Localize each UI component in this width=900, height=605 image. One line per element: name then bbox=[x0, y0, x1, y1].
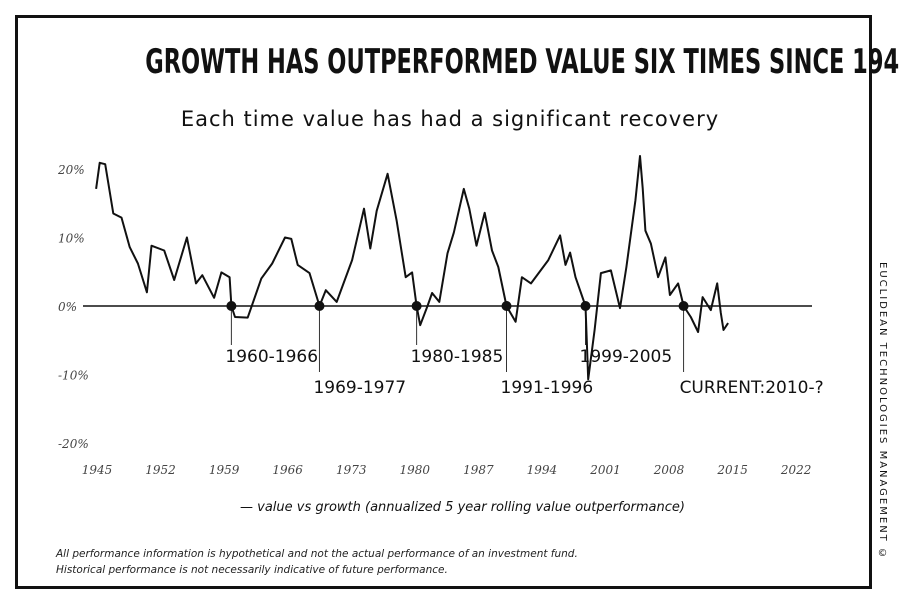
y-tick-label: 10% bbox=[58, 232, 85, 246]
period-label: 1960-1966 bbox=[225, 347, 318, 367]
y-tick-label: -10% bbox=[58, 369, 89, 383]
x-tick-label: 1945 bbox=[82, 463, 113, 477]
x-tick-label: 1959 bbox=[209, 463, 240, 477]
crossover-dot bbox=[314, 301, 325, 311]
x-tick-label: 2022 bbox=[780, 463, 812, 477]
x-tick-label: 1987 bbox=[463, 463, 494, 477]
crossover-dot bbox=[580, 301, 591, 311]
x-tick-label: 2015 bbox=[716, 463, 748, 477]
crossover-dot bbox=[501, 301, 512, 311]
chart-title-container: GROWTH HAS OUTPERFORMED VALUE SIX TIMES … bbox=[0, 42, 900, 86]
legend: — value vs growth (annualized 5 year rol… bbox=[240, 500, 685, 515]
x-tick-label: 1980 bbox=[400, 463, 431, 477]
x-tick-label: 1966 bbox=[272, 463, 303, 477]
x-tick-label: 1973 bbox=[336, 463, 367, 477]
frame bbox=[15, 15, 872, 589]
crossover-dot bbox=[411, 301, 422, 311]
y-tick-label: 20% bbox=[57, 163, 85, 177]
x-tick-label: 1994 bbox=[527, 463, 558, 477]
series-line bbox=[95, 155, 729, 381]
chart-subtitle: Each time value has had a significant re… bbox=[180, 107, 720, 131]
disclaimer-line: All performance information is hypotheti… bbox=[56, 548, 578, 560]
x-tick-label: 2008 bbox=[653, 463, 685, 477]
period-label: 1999-2005 bbox=[580, 347, 673, 367]
x-tick-label: 2001 bbox=[589, 463, 621, 477]
y-tick-label: -20% bbox=[58, 437, 89, 451]
credit-text: EUCLIDEAN TECHNOLOGIES MANAGEMENT © bbox=[877, 262, 888, 561]
period-label: 1980-1985 bbox=[411, 347, 504, 367]
y-tick-label: 0% bbox=[58, 300, 77, 314]
x-tick-label: 1952 bbox=[145, 463, 176, 477]
crossover-dot bbox=[226, 301, 237, 311]
footer-disclaimer: All performance information is hypotheti… bbox=[56, 546, 578, 578]
disclaimer-line: Historical performance is not necessaril… bbox=[56, 564, 448, 576]
period-label: 1969-1977 bbox=[313, 378, 406, 398]
chart-title: GROWTH HAS OUTPERFORMED VALUE SIX TIMES … bbox=[145, 42, 900, 82]
period-label: 1991-1996 bbox=[501, 378, 594, 398]
period-label: CURRENT:2010-? bbox=[680, 378, 824, 398]
crossover-dot bbox=[678, 301, 689, 311]
